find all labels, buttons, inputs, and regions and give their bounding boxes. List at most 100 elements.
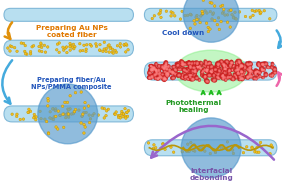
Circle shape: [74, 108, 77, 111]
Ellipse shape: [163, 78, 165, 80]
Ellipse shape: [230, 76, 231, 78]
Ellipse shape: [167, 69, 171, 73]
Circle shape: [62, 126, 65, 129]
Circle shape: [49, 117, 51, 119]
Ellipse shape: [239, 69, 243, 74]
Circle shape: [65, 116, 67, 119]
Circle shape: [197, 18, 200, 20]
Ellipse shape: [177, 73, 181, 77]
Circle shape: [85, 43, 88, 46]
Ellipse shape: [187, 61, 191, 65]
Circle shape: [122, 115, 124, 118]
Ellipse shape: [195, 64, 199, 69]
Ellipse shape: [228, 72, 231, 76]
Ellipse shape: [228, 74, 231, 78]
Ellipse shape: [163, 77, 165, 79]
Ellipse shape: [151, 66, 156, 70]
Circle shape: [193, 143, 195, 146]
Circle shape: [99, 43, 101, 46]
Ellipse shape: [211, 68, 212, 69]
Circle shape: [72, 112, 75, 115]
Circle shape: [258, 144, 261, 147]
Ellipse shape: [249, 63, 252, 65]
Ellipse shape: [237, 66, 241, 69]
Circle shape: [101, 107, 103, 109]
FancyBboxPatch shape: [144, 140, 277, 156]
Ellipse shape: [267, 66, 270, 68]
Ellipse shape: [221, 74, 224, 76]
Ellipse shape: [209, 70, 212, 72]
Ellipse shape: [263, 77, 264, 78]
Ellipse shape: [199, 65, 200, 67]
Circle shape: [58, 51, 60, 54]
Circle shape: [116, 44, 119, 47]
Ellipse shape: [190, 73, 192, 76]
Ellipse shape: [182, 67, 186, 72]
Ellipse shape: [209, 62, 211, 64]
Ellipse shape: [227, 76, 229, 78]
Ellipse shape: [182, 64, 184, 66]
Ellipse shape: [217, 64, 219, 66]
Ellipse shape: [235, 71, 236, 72]
Circle shape: [199, 21, 201, 24]
Circle shape: [162, 142, 164, 145]
Circle shape: [228, 10, 230, 12]
Ellipse shape: [179, 63, 180, 64]
Ellipse shape: [176, 72, 178, 75]
Ellipse shape: [223, 67, 226, 71]
Ellipse shape: [199, 67, 202, 70]
Ellipse shape: [169, 69, 174, 74]
Ellipse shape: [213, 71, 217, 75]
Ellipse shape: [164, 71, 165, 72]
Ellipse shape: [183, 71, 185, 74]
Circle shape: [65, 46, 68, 48]
Ellipse shape: [221, 75, 226, 79]
Circle shape: [62, 113, 64, 115]
Circle shape: [127, 109, 130, 112]
Circle shape: [151, 17, 154, 20]
Circle shape: [16, 113, 18, 115]
Ellipse shape: [233, 66, 234, 67]
Ellipse shape: [156, 76, 160, 80]
Circle shape: [85, 111, 87, 114]
Ellipse shape: [164, 72, 168, 76]
Circle shape: [29, 53, 32, 55]
Ellipse shape: [158, 76, 161, 79]
Circle shape: [70, 113, 73, 115]
Ellipse shape: [206, 62, 210, 65]
Ellipse shape: [217, 77, 220, 79]
Ellipse shape: [175, 69, 177, 71]
Circle shape: [226, 141, 229, 143]
Ellipse shape: [204, 79, 209, 83]
Ellipse shape: [224, 67, 226, 70]
Ellipse shape: [194, 67, 199, 72]
Circle shape: [57, 110, 60, 112]
Ellipse shape: [153, 67, 157, 72]
Circle shape: [124, 107, 126, 110]
Circle shape: [93, 112, 95, 115]
Circle shape: [125, 117, 127, 119]
Ellipse shape: [204, 75, 206, 77]
Ellipse shape: [204, 76, 206, 78]
Circle shape: [51, 108, 54, 110]
Ellipse shape: [202, 68, 206, 71]
Circle shape: [65, 113, 67, 116]
Ellipse shape: [189, 78, 190, 79]
Circle shape: [170, 146, 172, 149]
Circle shape: [268, 17, 271, 20]
Ellipse shape: [151, 65, 155, 70]
Circle shape: [27, 111, 30, 114]
Circle shape: [61, 105, 64, 108]
Circle shape: [201, 12, 204, 15]
Circle shape: [83, 132, 85, 134]
Circle shape: [44, 51, 47, 53]
Ellipse shape: [235, 61, 237, 64]
Ellipse shape: [271, 67, 273, 68]
Circle shape: [84, 126, 87, 128]
Ellipse shape: [212, 69, 214, 70]
Circle shape: [122, 113, 125, 115]
Ellipse shape: [223, 71, 225, 74]
Circle shape: [207, 26, 210, 29]
Ellipse shape: [205, 63, 206, 65]
Circle shape: [232, 152, 235, 155]
